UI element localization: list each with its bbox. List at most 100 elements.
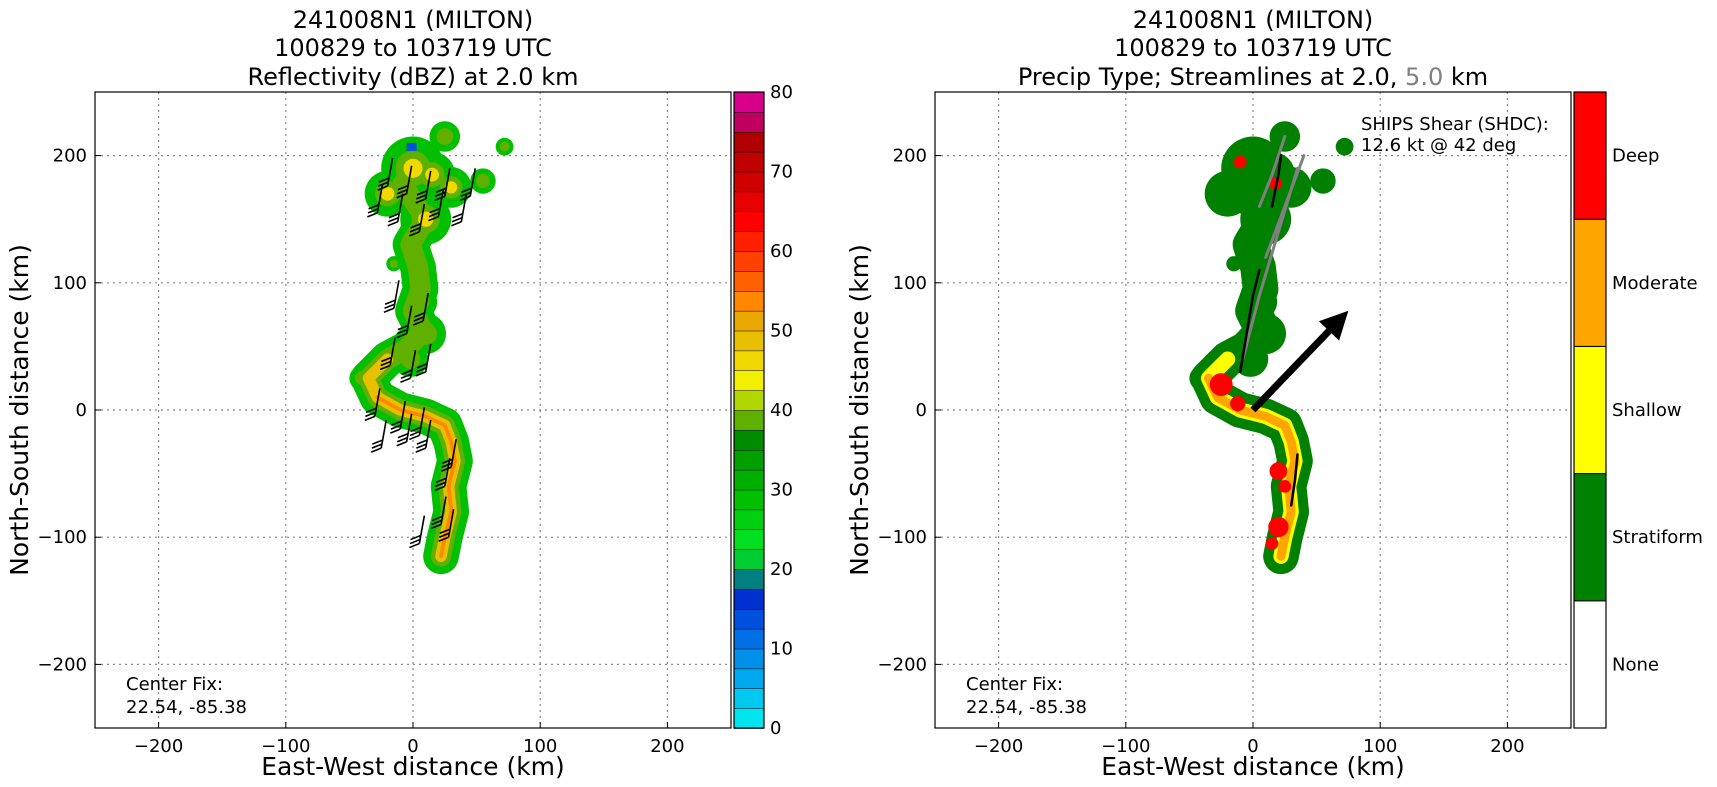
right-axis-ticks: −200 −100 0 100 200 −200 −100 0 100 200 (878, 146, 1525, 757)
echo-cell-mid-5 (436, 128, 454, 145)
echo-cell-mid-9 (414, 322, 437, 345)
colorbar-bin-2 (733, 668, 765, 689)
wind-barb-21 (415, 420, 432, 453)
colorbar-tick-6: 60 (770, 241, 793, 262)
colorbar-bin-0 (733, 707, 765, 729)
left-xtick-label-2: 0 (407, 736, 418, 757)
echo-cell-mid-6 (499, 141, 510, 152)
colorbar-tick-1: 10 (770, 639, 793, 660)
category-label-moderate: Moderate (1612, 273, 1698, 294)
right-title-line-1: 241008N1 (MILTON) (1133, 6, 1374, 34)
precip-deep-cell-1 (1230, 396, 1246, 412)
wind-barb-9 (451, 193, 468, 227)
left-xtick-label-3: 100 (523, 736, 557, 757)
left-y-axis-label: North-South distance (km) (5, 244, 34, 576)
precip-deep-cell-4 (1268, 516, 1289, 538)
right-xtick-label-2: 0 (1247, 736, 1258, 757)
right-center-fix-label: Center Fix: (966, 674, 1063, 695)
colorbar-bin-23 (733, 250, 765, 272)
right-streamlines (1239, 135, 1306, 507)
wind-barb-2 (415, 170, 432, 204)
precip-stratiform-cell-10 (1232, 341, 1269, 377)
category-colorbar-frame (1573, 91, 1607, 729)
category-label-stratiform: Stratiform (1612, 527, 1703, 548)
precip-stratiform-cell-12 (1310, 168, 1336, 194)
left-wind-barbs (364, 157, 477, 549)
right-xtick-label-3: 100 (1363, 736, 1397, 757)
category-label-shallow: Shallow (1612, 400, 1682, 421)
colorbar-bin-8 (733, 548, 765, 570)
right-center-fix-value: 22.54, -85.38 (966, 697, 1087, 718)
left-center-fix-value: 22.54, -85.38 (126, 697, 247, 718)
colorbar-frame (733, 91, 765, 729)
left-title-line-1: 241008N1 (MILTON) (293, 6, 534, 34)
wind-barb-6 (387, 193, 404, 227)
colorbar-bin-4 (733, 628, 765, 650)
precip-stratiform-cell-7 (1226, 256, 1242, 272)
colorbar-bin-31 (733, 91, 765, 113)
colorbar-bin-12 (733, 469, 765, 491)
colorbar-bin-11 (733, 489, 765, 511)
colorbar-tick-5: 50 (770, 321, 793, 342)
right-ytick-label-4: 200 (893, 146, 927, 167)
wind-barb-16 (364, 388, 381, 422)
left-panel: 241008N1 (MILTON) 100829 to 103719 UTC R… (5, 6, 793, 781)
right-title-line-2: 100829 to 103719 UTC (1114, 34, 1392, 62)
left-axis-ticks: −200 −100 0 100 200 −200 −100 0 100 200 (38, 146, 685, 757)
echo-cell-core-1 (425, 167, 439, 182)
left-ytick-label-0: −200 (38, 654, 87, 675)
colorbar-bin-16 (733, 389, 765, 411)
right-title-line-3-post: km (1451, 63, 1488, 91)
precip-deep-cell-6 (1233, 155, 1247, 169)
left-xtick-label-4: 200 (650, 736, 684, 757)
colorbar-bin-6 (733, 588, 765, 610)
right-ytick-label-3: 100 (893, 273, 927, 294)
left-title-line-2: 100829 to 103719 UTC (274, 34, 552, 62)
echo-band-peak (375, 395, 457, 559)
colorbar-bin-20 (733, 310, 765, 332)
category-swatch-stratiform (1573, 473, 1607, 602)
shear-arrow-shaft (1250, 328, 1332, 413)
left-reflectivity-field (349, 121, 514, 575)
right-xtick-label-4: 200 (1490, 736, 1524, 757)
colorbar-bin-24 (733, 230, 765, 252)
wind-barb-5 (367, 184, 384, 218)
colorbar-bin-30 (733, 111, 765, 133)
left-title-line-3: Reflectivity (dBZ) at 2.0 km (248, 63, 579, 91)
echo-cell-core-2 (380, 186, 395, 201)
category-label-deep: Deep (1612, 146, 1659, 167)
wind-barb-8 (428, 188, 445, 222)
colorbar-bin-7 (733, 568, 765, 590)
precip-deep-cell-2 (1269, 462, 1288, 480)
colorbar-bin-14 (733, 429, 765, 451)
wind-barb-20 (396, 413, 413, 447)
right-precip-type-field (1189, 121, 1354, 575)
wind-barb-13 (379, 337, 396, 371)
streamline-2km-2 (1289, 453, 1299, 507)
colorbar-tick-8: 80 (770, 82, 793, 103)
right-x-axis-label: East-West distance (km) (1101, 752, 1405, 781)
colorbar-bin-10 (733, 509, 765, 530)
wind-barb-25 (409, 515, 426, 549)
shear-label: SHIPS Shear (SHDC): (1361, 114, 1549, 135)
colorbar-bin-17 (733, 370, 765, 391)
wind-barb-19 (370, 420, 387, 453)
wind-barb-26 (438, 509, 455, 542)
echo-cell-core-0 (403, 158, 423, 178)
left-center-fix-label: Center Fix: (126, 674, 223, 695)
precip-type-colorbar: None Stratiform Shallow Moderate Deep (1573, 91, 1703, 729)
left-ytick-label-2: 0 (76, 400, 87, 421)
wind-barb-23 (434, 458, 451, 492)
precip-deep-cell-5 (1265, 537, 1279, 550)
reflectivity-colorbar: 0 10 20 30 40 50 60 70 80 (733, 82, 793, 739)
left-xtick-label-0: −200 (134, 736, 183, 757)
streamline-2km-0 (1239, 268, 1261, 374)
category-swatch-deep (1573, 91, 1607, 220)
colorbar-bin-5 (733, 608, 765, 630)
right-ytick-label-0: −200 (878, 654, 927, 675)
colorbar-bin-15 (733, 409, 765, 431)
colorbar-tick-3: 30 (770, 480, 793, 501)
wind-barb-4 (459, 168, 477, 202)
precip-stratiform-cell-2 (1204, 170, 1251, 217)
